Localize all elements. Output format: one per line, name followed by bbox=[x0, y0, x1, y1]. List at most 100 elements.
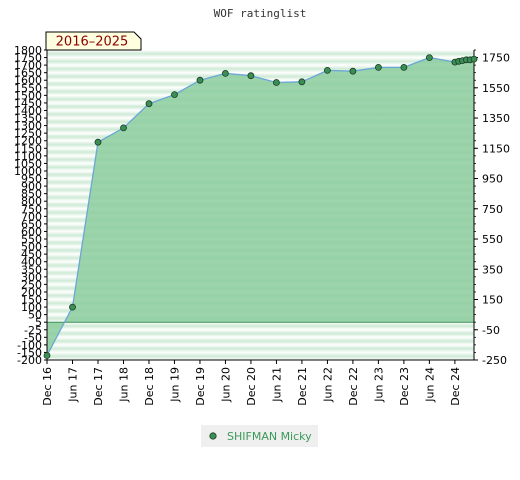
left-tick-label: 50 bbox=[28, 309, 42, 322]
left-tick-label: 1300 bbox=[14, 120, 42, 133]
left-tick-label: 1200 bbox=[14, 135, 42, 148]
data-point bbox=[120, 124, 127, 132]
data-point bbox=[94, 138, 102, 146]
x-tick-label: Dec 17 bbox=[92, 367, 105, 406]
left-tick-label: 150 bbox=[21, 294, 42, 307]
right-tick-label: -250 bbox=[482, 354, 507, 367]
plot-band bbox=[47, 72, 474, 81]
left-tick-label: 650 bbox=[21, 218, 42, 231]
data-point bbox=[43, 352, 51, 359]
left-tick-label: 1550 bbox=[14, 82, 42, 95]
legend: SHIFMAN Micky bbox=[201, 425, 318, 447]
x-tick-label: Jun 22 bbox=[321, 367, 334, 403]
left-tick-label: 1650 bbox=[14, 67, 42, 80]
x-tick-label: Jun 20 bbox=[219, 367, 232, 403]
right-tick-label: 1750 bbox=[482, 52, 510, 65]
left-tick-label: 1500 bbox=[14, 89, 42, 102]
left-tick-label: 700 bbox=[21, 210, 42, 223]
x-tick-label: Dec 23 bbox=[398, 367, 411, 406]
left-tick-label: 1450 bbox=[14, 97, 42, 110]
right-tick-label: 1350 bbox=[482, 112, 510, 125]
x-tick-label: Jun 21 bbox=[270, 367, 283, 403]
left-tick-label: 1250 bbox=[14, 127, 42, 140]
data-point bbox=[374, 64, 382, 71]
data-point bbox=[171, 91, 178, 98]
data-point bbox=[272, 79, 280, 86]
plot-band bbox=[47, 57, 474, 66]
left-tick-label: 800 bbox=[21, 195, 42, 208]
left-tick-label: 400 bbox=[21, 256, 42, 269]
legend-marker bbox=[209, 432, 217, 440]
rating-area bbox=[47, 57, 474, 356]
data-point bbox=[145, 100, 153, 108]
left-tick-label: 750 bbox=[21, 203, 42, 216]
x-tick-label: Dec 16 bbox=[41, 367, 54, 406]
plot-band bbox=[47, 65, 474, 73]
left-tick-label: 1000 bbox=[14, 165, 42, 178]
left-tick-label: -25 bbox=[24, 324, 42, 337]
left-tick-label: 500 bbox=[21, 241, 42, 254]
x-tick-label: Jun 18 bbox=[117, 367, 130, 403]
period-badge: 2016–2025 bbox=[45, 31, 142, 51]
plot-band bbox=[47, 50, 474, 58]
x-tick-label: Jun 24 bbox=[423, 367, 436, 403]
right-tick-label: -50 bbox=[482, 324, 500, 337]
left-tick-label: 1150 bbox=[14, 142, 42, 155]
left-tick-label: 100 bbox=[21, 301, 42, 314]
data-point bbox=[470, 55, 478, 63]
data-point bbox=[196, 76, 204, 84]
right-tick-label: 350 bbox=[482, 263, 503, 276]
left-tick-label: 5 bbox=[35, 316, 42, 329]
left-tick-label: 600 bbox=[21, 225, 42, 238]
plot-band bbox=[47, 337, 474, 345]
data-point bbox=[69, 303, 76, 311]
plot-band bbox=[47, 322, 474, 330]
data-point bbox=[298, 78, 306, 86]
left-tick-label: 1700 bbox=[14, 59, 42, 72]
data-point bbox=[323, 67, 331, 74]
left-tick-label: 1350 bbox=[14, 112, 42, 125]
left-tick-label: 200 bbox=[21, 286, 42, 299]
left-tick-label: -150 bbox=[17, 346, 42, 359]
right-y-axis-ticks: 1750 1550 1350 1150 950 750 550 350 150 -50 -250 bbox=[474, 49, 510, 367]
data-point bbox=[247, 72, 255, 80]
left-tick-label: 1050 bbox=[14, 157, 42, 170]
x-tick-label: Jun 19 bbox=[168, 367, 181, 403]
right-tick-label: 550 bbox=[482, 233, 503, 246]
right-tick-label: 950 bbox=[482, 173, 503, 186]
left-tick-label: 350 bbox=[21, 263, 42, 276]
x-tick-label: Dec 18 bbox=[143, 367, 156, 406]
left-tick-label: 1600 bbox=[14, 74, 42, 87]
left-tick-label: 900 bbox=[21, 180, 42, 193]
left-tick-label: 850 bbox=[21, 188, 42, 201]
x-tick-label: Dec 20 bbox=[245, 367, 258, 406]
legend-label: SHIFMAN Micky bbox=[227, 430, 312, 443]
data-point bbox=[349, 67, 357, 75]
data-point bbox=[400, 64, 408, 71]
left-tick-label: 1750 bbox=[14, 52, 42, 65]
x-tick-label: Jun 23 bbox=[372, 367, 385, 403]
plot-band bbox=[47, 344, 474, 353]
plot-band bbox=[47, 329, 474, 338]
data-point bbox=[221, 70, 229, 77]
left-tick-label: 250 bbox=[21, 278, 42, 291]
right-tick-label: 750 bbox=[482, 203, 503, 216]
left-tick-label: -50 bbox=[24, 331, 42, 344]
axes bbox=[46, 50, 475, 361]
data-points bbox=[43, 54, 478, 359]
left-tick-label: 300 bbox=[21, 271, 42, 284]
period-badge-text: 2016–2025 bbox=[56, 35, 129, 50]
left-tick-label: 950 bbox=[21, 173, 42, 186]
left-tick-label: -100 bbox=[17, 339, 42, 352]
left-tick-label: 1800 bbox=[14, 44, 42, 57]
left-tick-label: 1100 bbox=[14, 150, 42, 163]
right-tick-label: 150 bbox=[482, 294, 503, 307]
x-tick-label: Dec 22 bbox=[347, 367, 360, 406]
right-tick-label: 1550 bbox=[482, 82, 510, 95]
x-tick-label: Dec 19 bbox=[194, 367, 207, 406]
left-tick-label: 1400 bbox=[14, 104, 42, 117]
data-point bbox=[425, 54, 433, 61]
left-tick-label: -200 bbox=[17, 354, 42, 367]
x-tick-label: Jun 17 bbox=[66, 367, 79, 403]
